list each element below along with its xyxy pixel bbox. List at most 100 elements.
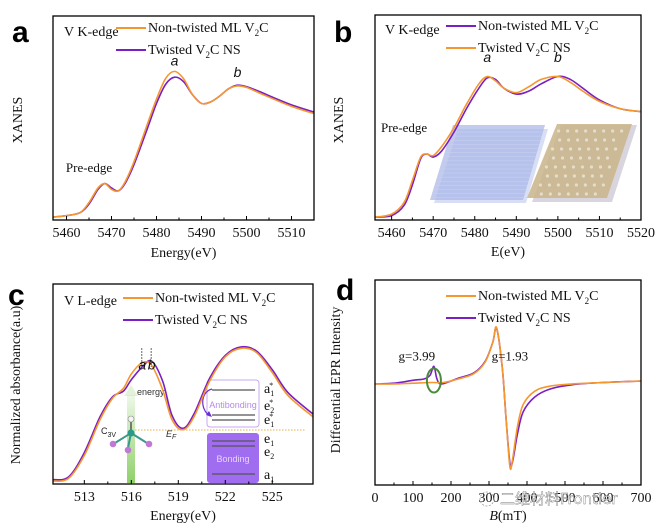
- y-axis-title: XANES: [11, 97, 26, 144]
- y-axis-title: Differential EPR Intensity: [329, 307, 344, 454]
- annotation-label: Pre-edge: [381, 120, 427, 135]
- lattice-layer: [434, 129, 548, 203]
- moire-spot: [557, 138, 562, 142]
- moire-spot: [574, 183, 578, 187]
- moire-spot: [611, 138, 616, 142]
- legend-entry-label-tail: C: [589, 289, 598, 304]
- moire-spot: [580, 165, 585, 169]
- x-tick-label: 300: [479, 491, 500, 506]
- moire-spot: [547, 183, 551, 187]
- orbital-main: e: [264, 445, 270, 460]
- moire-spot: [590, 174, 595, 178]
- legend-entry-label-main: Non-twisted ML V: [148, 21, 255, 36]
- legend-entry-label-tail: C: [266, 291, 275, 306]
- annotation-label: b: [554, 49, 562, 65]
- moire-spot: [575, 129, 579, 133]
- orbital-sup: *: [269, 412, 273, 421]
- legend-entry-label: Twisted V2C NS: [148, 43, 241, 60]
- moire-spot: [587, 156, 592, 160]
- watermark-text: 二维材料Frontier: [500, 490, 618, 508]
- x-axis-title: E(eV): [491, 245, 526, 260]
- panel-letter-d: d: [336, 274, 354, 307]
- non-twisted-lattice-image: [430, 125, 548, 203]
- moire-spot: [584, 192, 588, 196]
- fermi-sub: F: [172, 434, 177, 441]
- legend-entry-label-main: Non-twisted ML V: [155, 291, 262, 306]
- chat-bubble-icon: [479, 491, 495, 507]
- moire-spot: [584, 129, 588, 133]
- bonding-label: Bonding: [216, 454, 249, 464]
- series-group: [53, 345, 313, 482]
- moire-spot: [559, 147, 564, 151]
- legend-entry-label-main: Twisted V: [478, 41, 535, 56]
- series-group: [375, 75, 641, 218]
- x-axis-title-unit: (mT): [498, 509, 527, 524]
- series-line-purple: [53, 345, 313, 481]
- moire-spot: [554, 174, 559, 178]
- moire-spot: [572, 174, 577, 178]
- x-tick-label: 200: [441, 491, 462, 506]
- orbital-label: e2: [264, 445, 274, 461]
- series-line-orange: [53, 347, 313, 482]
- moire-spot: [578, 156, 583, 160]
- orbital-main: e: [264, 399, 270, 414]
- legend-entry-label-tail: C: [259, 21, 268, 36]
- moire-spot: [595, 147, 600, 151]
- symmetry-label: C3V: [101, 426, 116, 439]
- annotation-label: b: [148, 357, 156, 373]
- moire-spot: [539, 192, 543, 196]
- orbital-sub: 2: [270, 406, 274, 415]
- symmetry-main: C: [101, 426, 108, 436]
- panel-letter-c: c: [8, 279, 25, 312]
- legend-entry-label: Non-twisted ML V2C: [148, 21, 268, 38]
- orbital-sub: 2: [270, 452, 274, 461]
- y-axis-title: XANES: [332, 97, 347, 144]
- fermi-level-label: EF: [166, 429, 177, 441]
- g399-highlight-ellipse: [425, 367, 442, 394]
- annotation-label: a: [171, 53, 179, 69]
- moire-spot: [592, 183, 596, 187]
- moire-spot: [569, 156, 574, 160]
- energy-label: energy: [137, 387, 165, 397]
- atom-ligand: [124, 446, 132, 454]
- atom-top: [127, 415, 135, 423]
- orbital-label: a1: [264, 468, 274, 484]
- twisted-lattice-image: [527, 124, 637, 202]
- moire-spot: [553, 165, 558, 169]
- x-tick-label: 519: [168, 490, 189, 505]
- x-tick-label: 400: [517, 491, 538, 506]
- x-axis-title: Energy(eV): [151, 246, 217, 261]
- legend-entry-label: Twisted V2C NS: [155, 313, 248, 330]
- energy-arrow-head: [124, 385, 138, 396]
- panel-b: b 5460 5470 5480 5490 5500 5510 5520 E(eV) XANES V…: [332, 14, 655, 260]
- legend-entry-label-main: Twisted V: [478, 311, 535, 326]
- x-tick-label: 5480: [461, 226, 489, 241]
- moire-spot: [598, 165, 603, 169]
- moire-spot: [607, 165, 612, 169]
- plot-frame: [374, 14, 642, 221]
- x-tick-label: 5490: [188, 226, 216, 241]
- moire-spot: [568, 147, 573, 151]
- x-tick-label: 513: [74, 490, 95, 505]
- x-tick-label: 0: [372, 491, 379, 506]
- moire-spot: [604, 147, 609, 151]
- moire-spot: [557, 192, 561, 196]
- moire-spot: [575, 138, 580, 142]
- legend-entry-label: Twisted V2C NS: [478, 41, 571, 58]
- moire-spot: [613, 147, 618, 151]
- plot-frame: [52, 283, 314, 485]
- lattice-layer: [527, 124, 632, 198]
- moire-spot: [593, 129, 597, 133]
- x-tick-label: 5470: [419, 226, 447, 241]
- moire-spot: [575, 192, 579, 196]
- orbital-sub: 1: [270, 439, 274, 448]
- atom-center: [127, 429, 135, 437]
- c3v-molecule-icon: [109, 415, 153, 454]
- legend-entry-label-tail: C NS: [217, 313, 248, 328]
- x-tick-label: 525: [262, 490, 283, 505]
- legend: Non-twisted ML V2C Twisted V2C NS: [116, 21, 268, 60]
- orbital-main: a: [264, 382, 271, 397]
- plot-frame: [52, 15, 315, 221]
- x-tick-label: 5490: [502, 226, 530, 241]
